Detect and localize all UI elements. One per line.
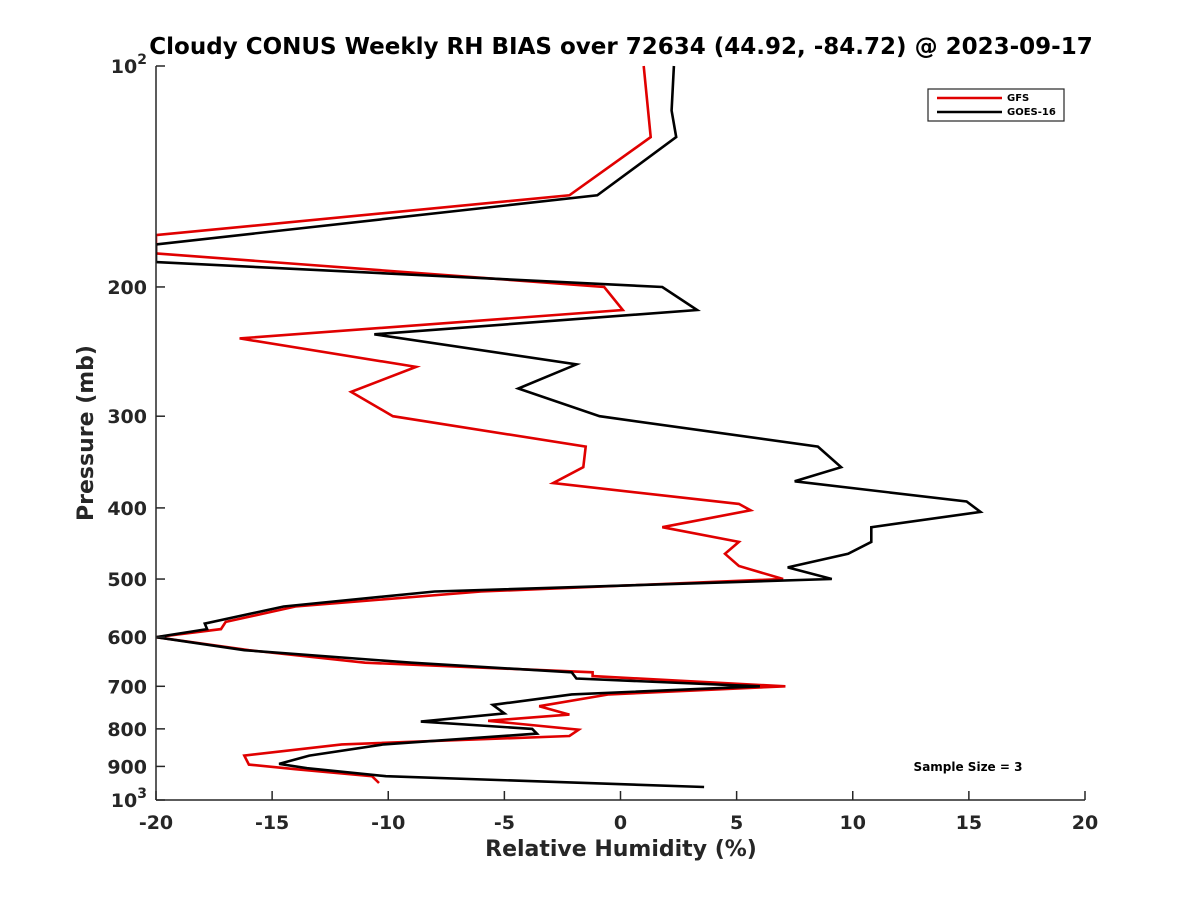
x-axis-ticks: -20 -15 -10 -5 0 5 10 15 20 — [139, 791, 1098, 834]
x-tick-label: -20 — [139, 812, 173, 834]
x-tick-label: 20 — [1072, 812, 1098, 834]
x-tick-label: -10 — [371, 812, 405, 834]
x-tick-label: 10 — [840, 812, 866, 834]
y-tick-label: 500 — [107, 569, 147, 591]
y-axis-ticks: 102 200 300 400 500 600 700 800 900 103 — [107, 52, 165, 812]
y-tick-label: 800 — [107, 719, 147, 741]
legend-box — [927, 88, 1065, 122]
x-tick-label: 5 — [730, 812, 743, 834]
y-tick-label: 103 — [111, 786, 147, 812]
y-tick-label: 600 — [107, 627, 147, 649]
legend-label-goes16: GOES-16 — [1007, 107, 1056, 118]
series-line-gfs — [156, 65, 786, 784]
legend-label-gfs: GFS — [1007, 93, 1029, 104]
y-tick-label: 700 — [107, 676, 147, 698]
legend: GFS GOES-16 — [927, 88, 1065, 122]
x-tick-label: 15 — [956, 812, 982, 834]
y-axis-label: Pressure (mb) — [74, 345, 99, 521]
y-tick-label: 400 — [107, 498, 147, 520]
x-tick-label: 0 — [614, 812, 627, 834]
x-axis-label: Relative Humidity (%) — [485, 837, 757, 862]
sample-size-annotation: Sample Size = 3 — [914, 760, 1023, 774]
y-tick-label: 300 — [107, 406, 147, 428]
chart-title: Cloudy CONUS Weekly RH BIAS over 72634 (… — [149, 34, 1092, 60]
x-tick-label: -5 — [494, 812, 515, 834]
y-tick-label: 102 — [111, 52, 147, 78]
plot-area — [156, 65, 984, 789]
x-tick-label: -15 — [255, 812, 289, 834]
y-tick-label: 200 — [107, 277, 147, 299]
series-line-goes16 — [156, 65, 984, 789]
y-tick-label: 900 — [107, 756, 147, 778]
